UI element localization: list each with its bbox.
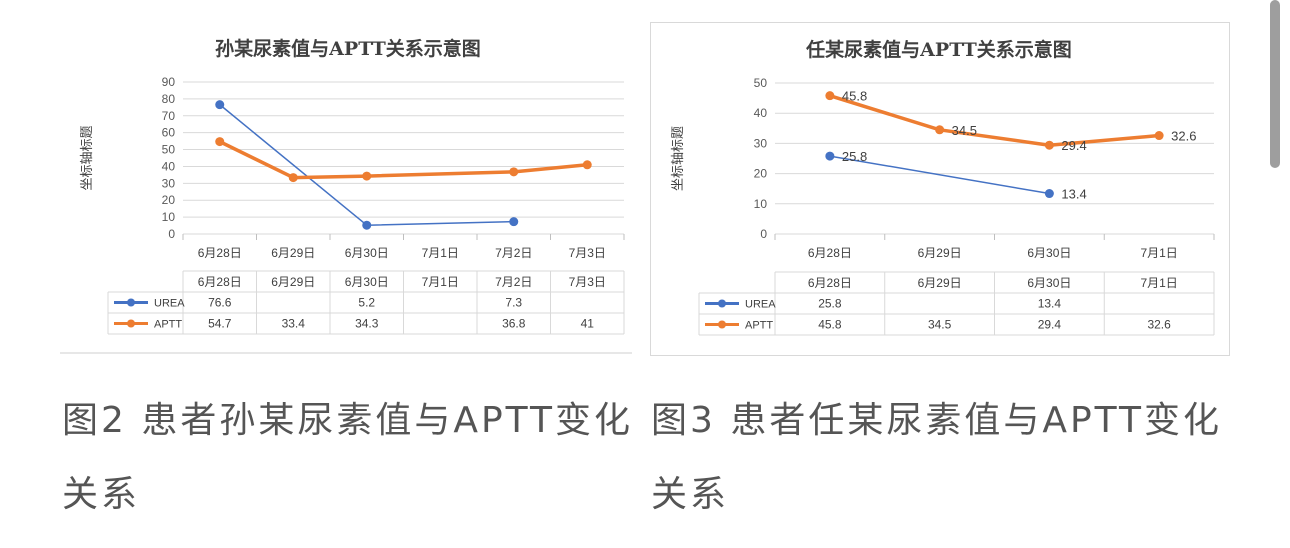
legend-key-marker-aptt bbox=[718, 320, 726, 329]
legend-label: UREA bbox=[745, 299, 776, 311]
x-tick-label: 7月1日 bbox=[422, 246, 459, 260]
data-point-aptt bbox=[1044, 140, 1054, 150]
legend-label: APTT bbox=[745, 320, 773, 332]
data-point-urea bbox=[1044, 189, 1054, 199]
y-tick-label: 30 bbox=[162, 176, 176, 190]
x-tick-label: 6月29日 bbox=[271, 246, 315, 260]
table-header-cell: 6月29日 bbox=[271, 275, 315, 289]
y-tick-label: 50 bbox=[754, 76, 768, 90]
y-tick-label: 40 bbox=[754, 106, 768, 120]
x-tick-label: 6月28日 bbox=[198, 246, 242, 260]
legend-key-marker-urea bbox=[127, 298, 135, 307]
table-cell: 41 bbox=[581, 317, 595, 331]
table-header-cell: 7月3日 bbox=[569, 275, 606, 289]
data-point-aptt bbox=[1154, 131, 1164, 141]
table-header-cell: 6月30日 bbox=[345, 275, 389, 289]
chart-panel-right: 任某尿素值与APTT关系示意图坐标轴标题 0 10 20 30 40 50 6月28日 6月29… bbox=[650, 22, 1230, 356]
x-tick-label: 6月30日 bbox=[1027, 246, 1071, 260]
legend-label: APTT bbox=[154, 319, 182, 331]
data-point-aptt bbox=[509, 167, 519, 177]
table-cell: 36.8 bbox=[502, 317, 526, 331]
data-point-urea bbox=[825, 151, 835, 161]
table-cell: 34.5 bbox=[928, 318, 952, 332]
data-label: 29.4 bbox=[1061, 138, 1086, 153]
data-label: 45.8 bbox=[842, 89, 867, 104]
data-point-aptt bbox=[362, 171, 372, 181]
legend-key-marker-aptt bbox=[127, 319, 135, 328]
table-cell: 32.6 bbox=[1147, 318, 1171, 332]
x-tick-label: 7月2日 bbox=[495, 246, 532, 260]
chart-title: 孙某尿素值与APTT关系示意图 bbox=[215, 37, 481, 60]
y-tick-label: 0 bbox=[168, 227, 175, 241]
data-label: 25.8 bbox=[842, 149, 867, 164]
series-line-urea bbox=[829, 155, 1050, 195]
data-point-urea bbox=[215, 100, 225, 110]
figure-caption-right: 图3 患者任某尿素值与APTT变化关系 bbox=[651, 400, 1223, 515]
y-tick-label: 20 bbox=[754, 167, 768, 181]
table-header-cell: 6月28日 bbox=[808, 276, 852, 290]
data-label: 13.4 bbox=[1061, 187, 1086, 202]
data-point-urea bbox=[362, 220, 372, 230]
y-tick-label: 50 bbox=[162, 143, 176, 157]
y-tick-label: 20 bbox=[162, 193, 176, 207]
legend-key-marker-urea bbox=[718, 299, 726, 308]
table-cell: 7.3 bbox=[505, 296, 522, 310]
y-tick-label: 0 bbox=[760, 227, 767, 241]
data-point-urea bbox=[509, 217, 519, 227]
figure-caption-left: 图2 患者孙某尿素值与APTT变化关系 bbox=[62, 400, 634, 515]
scrollbar-thumb[interactable] bbox=[1270, 0, 1280, 168]
table-header-cell: 6月29日 bbox=[918, 276, 962, 290]
data-point-aptt bbox=[288, 173, 298, 183]
data-point-aptt bbox=[582, 160, 592, 170]
table-cell: 5.2 bbox=[358, 296, 375, 310]
x-tick-label: 6月30日 bbox=[345, 246, 389, 260]
table-header-cell: 6月30日 bbox=[1027, 276, 1071, 290]
table-cell: 13.4 bbox=[1038, 297, 1062, 311]
x-tick-label: 6月29日 bbox=[918, 246, 962, 260]
data-label: 34.5 bbox=[952, 123, 977, 138]
x-tick-label: 6月28日 bbox=[808, 246, 852, 260]
table-header-cell: 7月2日 bbox=[495, 275, 532, 289]
series-line-aptt bbox=[218, 140, 588, 180]
data-label: 32.6 bbox=[1171, 129, 1196, 144]
y-tick-label: 70 bbox=[162, 109, 176, 123]
y-axis-label: 坐标轴标题 bbox=[671, 126, 686, 191]
legend-label: UREA bbox=[154, 298, 185, 310]
y-tick-label: 30 bbox=[754, 136, 768, 150]
table-cell: 34.3 bbox=[355, 317, 379, 331]
data-point-aptt bbox=[935, 125, 945, 135]
table-header-cell: 6月28日 bbox=[198, 275, 242, 289]
table-cell: 25.8 bbox=[818, 297, 842, 311]
table-cell: 29.4 bbox=[1038, 318, 1062, 332]
x-tick-label: 7月1日 bbox=[1140, 246, 1177, 260]
y-tick-label: 40 bbox=[162, 159, 176, 173]
table-cell: 45.8 bbox=[818, 318, 842, 332]
chart-title: 任某尿素值与APTT关系示意图 bbox=[805, 38, 1072, 61]
y-axis-label: 坐标轴标题 bbox=[80, 125, 95, 190]
y-tick-label: 10 bbox=[754, 197, 768, 211]
table-cell: 33.4 bbox=[282, 317, 306, 331]
y-tick-label: 90 bbox=[162, 75, 176, 89]
table-header-cell: 7月1日 bbox=[422, 275, 459, 289]
chart-panel-left: 孙某尿素值与APTT关系示意图坐标轴标题 0 10 20 30 40 50 60 70 80 90 6… bbox=[60, 22, 632, 356]
table-header-cell: 7月1日 bbox=[1140, 276, 1177, 290]
table-cell: 54.7 bbox=[208, 317, 232, 331]
table-cell: 76.6 bbox=[208, 296, 232, 310]
y-tick-label: 60 bbox=[162, 126, 176, 140]
data-point-aptt bbox=[215, 137, 225, 147]
x-tick-label: 7月3日 bbox=[569, 246, 606, 260]
data-point-aptt bbox=[825, 91, 835, 101]
y-tick-label: 10 bbox=[162, 210, 176, 224]
series-line-aptt bbox=[829, 94, 1160, 147]
y-tick-label: 80 bbox=[162, 92, 176, 106]
